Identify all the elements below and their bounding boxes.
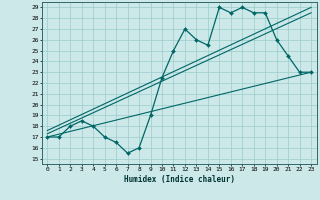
X-axis label: Humidex (Indice chaleur): Humidex (Indice chaleur) xyxy=(124,175,235,184)
